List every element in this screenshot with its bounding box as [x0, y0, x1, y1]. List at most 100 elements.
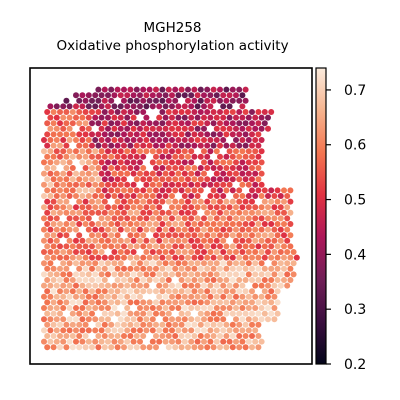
spot	[159, 153, 166, 160]
spot	[47, 159, 54, 166]
spot	[108, 299, 115, 306]
spot	[194, 271, 201, 278]
spot	[217, 232, 223, 239]
spot	[191, 265, 198, 272]
spot	[117, 226, 124, 233]
spot	[181, 226, 188, 233]
spot	[156, 305, 163, 311]
spot	[114, 109, 121, 115]
spot	[114, 176, 121, 183]
spot	[265, 114, 271, 121]
spot	[111, 103, 118, 110]
spot	[111, 249, 118, 255]
spot	[258, 260, 265, 267]
spot	[258, 293, 265, 300]
spot	[197, 142, 204, 149]
spot	[82, 344, 89, 351]
spot	[73, 293, 79, 300]
spot	[121, 277, 127, 283]
spot	[73, 327, 79, 334]
spot	[281, 277, 287, 283]
spot	[178, 142, 185, 149]
spot	[245, 193, 252, 199]
spot	[130, 282, 137, 289]
spot	[284, 193, 291, 199]
spot	[50, 165, 57, 171]
spot	[156, 327, 163, 334]
spot	[47, 327, 54, 334]
spot	[50, 277, 57, 283]
spot	[233, 327, 239, 334]
spot	[229, 333, 236, 339]
spot	[73, 282, 79, 289]
spot	[156, 125, 163, 132]
spot	[207, 260, 214, 267]
spot	[249, 277, 255, 283]
spot	[101, 254, 108, 261]
spot	[185, 198, 191, 205]
spot	[108, 86, 115, 93]
spot	[188, 271, 195, 278]
spot	[133, 120, 140, 127]
spot	[60, 226, 67, 233]
spot	[252, 159, 259, 166]
spot	[92, 316, 99, 323]
spot	[149, 316, 156, 323]
spot	[133, 209, 140, 216]
spot	[92, 305, 99, 311]
spot	[47, 271, 54, 278]
spot	[156, 338, 163, 345]
spot	[133, 131, 140, 138]
spot	[223, 243, 230, 250]
spot	[159, 97, 166, 104]
spot	[245, 215, 252, 222]
spot	[169, 92, 175, 99]
spot	[239, 305, 246, 311]
spot	[165, 109, 172, 115]
spot	[98, 137, 105, 143]
spot	[239, 282, 246, 289]
spot	[53, 338, 60, 345]
spot	[233, 271, 239, 278]
spot	[210, 333, 217, 339]
spot	[175, 271, 182, 278]
spot	[201, 92, 207, 99]
spot	[236, 254, 243, 261]
spot	[111, 204, 118, 211]
spot	[95, 97, 102, 104]
spot	[89, 277, 95, 283]
spot	[239, 170, 246, 177]
spot	[236, 299, 243, 306]
spot	[117, 92, 124, 99]
spot	[233, 148, 239, 155]
spot	[169, 114, 175, 121]
spot	[60, 103, 67, 110]
spot	[108, 165, 115, 171]
spot	[242, 109, 249, 115]
spot	[178, 86, 185, 93]
spot	[210, 344, 217, 351]
spot	[223, 131, 230, 138]
spot	[137, 260, 143, 267]
spot	[117, 204, 124, 211]
spot	[57, 221, 63, 227]
spot	[242, 131, 249, 138]
spot	[114, 321, 121, 328]
spot	[98, 271, 105, 278]
spot	[197, 344, 204, 351]
spot	[63, 165, 70, 171]
spot	[287, 221, 294, 227]
spot	[114, 344, 121, 351]
spot	[66, 226, 73, 233]
spot	[265, 215, 271, 222]
spot	[274, 198, 281, 205]
spot	[69, 299, 76, 306]
spot	[66, 193, 73, 199]
spot	[169, 338, 175, 345]
spot	[169, 148, 175, 155]
spot	[114, 142, 121, 149]
spot	[220, 282, 227, 289]
spot	[281, 265, 287, 272]
spot	[44, 109, 51, 115]
spot	[159, 109, 166, 115]
